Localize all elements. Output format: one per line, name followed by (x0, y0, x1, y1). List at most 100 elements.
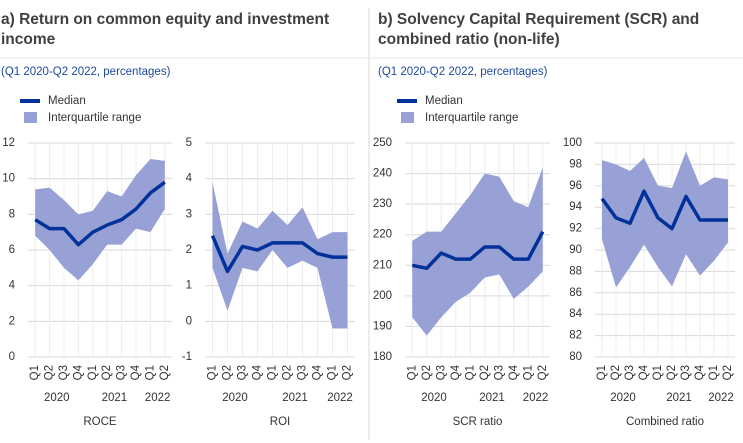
y-tick-label: 1 (186, 280, 192, 292)
x-tick-label: Q1 (596, 365, 608, 380)
x-tick-label: Q4 (130, 364, 142, 380)
panel-title: b) Solvency Capital Requirement (SCR) an… (378, 11, 700, 48)
x-axis-label: ROI (270, 416, 290, 428)
x-tick-label: Q2 (666, 365, 678, 380)
legend-swatch (401, 112, 414, 123)
x-tick-label: Q4 (72, 364, 84, 380)
x-tick-label: Q2 (101, 365, 113, 380)
x-tick-label: Q1 (87, 365, 99, 380)
x-tick-label: Q3 (237, 365, 249, 380)
y-tick-label: 2 (9, 315, 15, 327)
x-tick-label: Q4 (508, 364, 520, 380)
median-line (411, 230, 545, 271)
x-tick-label: Q3 (58, 365, 70, 380)
x-tick-label: Q2 (342, 365, 354, 380)
median-line (34, 180, 166, 247)
y-tick-label: 250 (373, 137, 392, 149)
legend-swatch (24, 112, 37, 123)
x-tick-label: Q1 (708, 365, 720, 380)
x-group-label: 2020 (44, 392, 70, 404)
y-tick-label: 190 (373, 320, 392, 332)
x-tick-label: Q2 (159, 365, 171, 380)
panel-subtitle: (Q1 2020-Q2 2022, percentages) (1, 66, 171, 78)
x-tick-label: Q1 (29, 365, 41, 380)
x-group-label: 2021 (102, 392, 128, 404)
y-tick-label: 2 (186, 244, 192, 256)
legend-label: Median (425, 95, 463, 107)
x-tick-label: Q4 (312, 364, 324, 380)
x-group-label: 2022 (145, 392, 171, 404)
x-group-label: 2022 (327, 392, 353, 404)
x-group-label: 2022 (523, 392, 549, 404)
x-tick-label: Q1 (464, 365, 476, 380)
y-tick-label: 0 (9, 351, 15, 363)
y-tick-label: 90 (569, 244, 582, 256)
legend-label: Interquartile range (48, 112, 141, 124)
interquartile-band (602, 151, 728, 288)
y-tick-label: 82 (569, 330, 582, 342)
x-axis-label: SCR ratio (453, 416, 503, 428)
y-tick-label: 6 (9, 244, 15, 256)
x-group-label: 2020 (610, 392, 636, 404)
x-tick-label: Q2 (479, 365, 491, 380)
x-tick-label: Q4 (694, 364, 706, 380)
y-tick-label: 94 (569, 201, 582, 213)
x-axis-label: ROCE (83, 416, 117, 428)
x-tick-label: Q1 (327, 365, 339, 380)
x-group-label: 2020 (421, 392, 447, 404)
y-tick-label: 88 (569, 265, 582, 277)
x-tick-label: Q3 (116, 365, 128, 380)
x-tick-label: Q4 (638, 364, 650, 380)
y-tick-label: 10 (2, 173, 15, 185)
x-tick-label: Q1 (267, 365, 279, 380)
y-tick-label: 98 (569, 158, 582, 170)
y-tick-label: 84 (569, 308, 582, 320)
interquartile-band (212, 182, 348, 329)
panel-title: a) Return on common equity and investmen… (1, 11, 330, 48)
y-tick-label: 12 (2, 137, 15, 149)
y-tick-label: 8 (9, 208, 15, 220)
x-tick-label: Q3 (624, 365, 636, 380)
x-group-label: 2020 (222, 392, 248, 404)
x-tick-label: Q3 (297, 365, 309, 380)
y-tick-label: 86 (569, 287, 582, 299)
y-tick-label: 3 (186, 208, 192, 220)
y-tick-label: -1 (182, 351, 192, 363)
y-tick-label: 5 (186, 137, 192, 149)
x-group-label: 2022 (708, 392, 734, 404)
y-tick-label: 80 (569, 351, 582, 363)
x-tick-label: Q2 (537, 365, 549, 380)
y-tick-label: 4 (186, 173, 193, 185)
legend-label: Median (48, 95, 86, 107)
y-tick-label: 0 (186, 315, 192, 327)
x-group-label: 2021 (666, 392, 692, 404)
x-tick-label: Q1 (652, 365, 664, 380)
x-tick-label: Q1 (207, 365, 219, 380)
y-tick-label: 4 (9, 280, 16, 292)
x-tick-label: Q2 (282, 365, 294, 380)
x-tick-label: Q2 (610, 365, 622, 380)
y-tick-label: 240 (373, 168, 392, 180)
x-tick-label: Q3 (493, 365, 505, 380)
y-tick-label: 96 (569, 180, 582, 192)
y-tick-label: 100 (563, 137, 582, 149)
interquartile-band (35, 159, 165, 281)
x-tick-label: Q3 (680, 365, 692, 380)
y-tick-label: 210 (373, 259, 392, 271)
x-group-label: 2021 (479, 392, 505, 404)
y-tick-label: 230 (373, 198, 392, 210)
median-line (600, 189, 728, 231)
x-tick-label: Q4 (252, 364, 264, 380)
x-tick-label: Q1 (144, 365, 156, 380)
y-tick-label: 180 (373, 351, 392, 363)
x-tick-label: Q2 (222, 365, 234, 380)
x-tick-label: Q1 (406, 365, 418, 380)
x-tick-label: Q2 (722, 365, 734, 380)
panel-subtitle: (Q1 2020-Q2 2022, percentages) (378, 66, 548, 78)
x-tick-label: Q3 (435, 365, 447, 380)
y-tick-label: 92 (569, 223, 582, 235)
y-tick-label: 220 (373, 229, 392, 241)
x-tick-label: Q2 (44, 365, 56, 380)
